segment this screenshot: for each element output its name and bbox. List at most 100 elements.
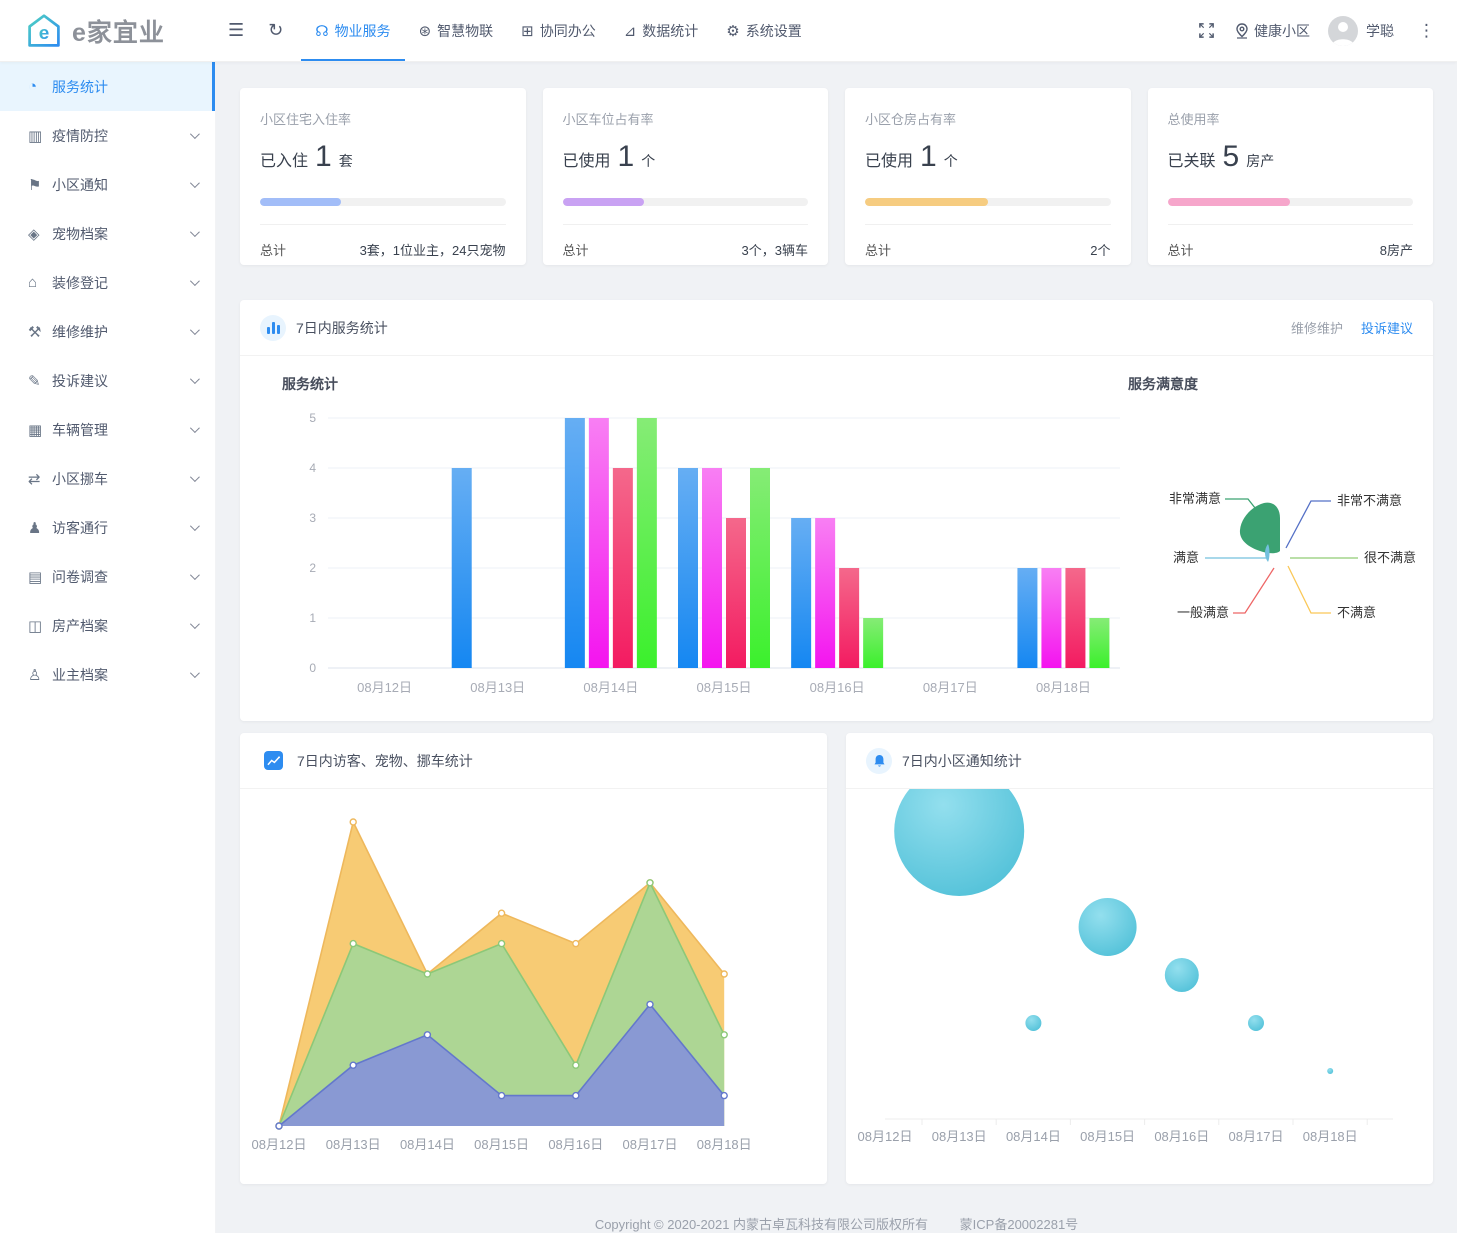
community-name: 健康小区 <box>1254 22 1310 39</box>
card-title: 小区仓房占有率 <box>865 112 957 127</box>
stat-cards-row: 小区住宅入住率 已入住 1 套总计 3套，1位业主，24只宠物 小区车位占有率 已使用 1 个总… <box>240 88 1433 265</box>
service-panel-header: 7日内服务统计 维修维护 投诉建议 <box>240 300 1433 356</box>
svg-text:08月15日: 08月15日 <box>474 1137 529 1152</box>
svg-text:08月17日: 08月17日 <box>923 680 978 695</box>
progress-track <box>1167 198 1413 206</box>
svg-text:08月14日: 08月14日 <box>400 1137 455 1152</box>
card-main: 已入住 1 套 <box>260 140 506 174</box>
sidebar-item-房产档案[interactable]: ◫ 房产档案 <box>0 601 215 650</box>
tab-数据统计[interactable]: ⊿ 数据统计 <box>610 0 713 61</box>
card-divider <box>1167 224 1413 225</box>
stat-card: 总使用率 已关联 5 房产 总计 8房产 <box>1147 88 1433 265</box>
card-value: 1 <box>920 140 937 173</box>
sidebar-item-label: 访客通行 <box>52 519 108 536</box>
tab-label: 协同办公 <box>539 22 596 39</box>
brand-logo[interactable]: e e家宜业 <box>0 0 216 61</box>
svg-text:08月18日: 08月18日 <box>1303 1129 1358 1144</box>
survey-icon: ▤ <box>28 568 43 586</box>
pie-chart-block: 服务满意度 非常满意 满意 一般满意 不满意 很不满意 非常不满意 <box>1128 366 1438 713</box>
card-total-label: 总计 <box>260 243 287 258</box>
username: 学聪 <box>1366 22 1394 39</box>
tab-label: 智慧物联 <box>437 22 494 39</box>
megaphone-icon: ⚑ <box>28 176 42 194</box>
tab-协同办公[interactable]: ⊞ 协同办公 <box>507 0 610 61</box>
card-footer: 总计 3个，3辆车 <box>563 240 809 259</box>
main-content: 小区住宅入住率 已入住 1 套总计 3套，1位业主，24只宠物 小区车位占有率 已使用 1 个总… <box>216 62 1457 1233</box>
svg-text:08月13日: 08月13日 <box>470 680 525 695</box>
user-menu[interactable]: 学聪 <box>1328 15 1394 46</box>
collapse-menu-icon[interactable]: ☰ <box>228 20 245 40</box>
card-main: 已使用 1 个 <box>563 140 809 174</box>
progress-fill <box>260 198 341 206</box>
sidebar-item-label: 小区挪车 <box>52 470 108 487</box>
svg-text:非常不满意: 非常不满意 <box>1337 493 1402 508</box>
sidebar-item-业主档案[interactable]: ♙ 业主档案 <box>0 650 215 699</box>
card-title: 小区车位占有率 <box>562 112 654 127</box>
sidebar-item-问卷调查[interactable]: ▤ 问卷调查 <box>0 552 215 601</box>
sidebar-item-疫情防控[interactable]: ▥ 疫情防控 <box>0 111 215 160</box>
header-right: 健康小区 学聪 ⋮ <box>1196 0 1457 61</box>
sidebar-item-宠物档案[interactable]: ◈ 宠物档案 <box>0 209 215 258</box>
sidebar-item-服务统计[interactable]: ◔ 服务统计 <box>0 62 215 111</box>
card-total-label: 总计 <box>562 243 589 258</box>
chevron-down-icon <box>189 227 200 238</box>
vehicle-icon: ▦ <box>28 421 43 439</box>
stat-card: 小区住宅入住率 已入住 1 套总计 3套，1位业主，24只宠物 <box>240 88 526 265</box>
sidebar-item-投诉建议[interactable]: ✎ 投诉建议 <box>0 356 215 405</box>
svg-text:08月12日: 08月12日 <box>858 1129 913 1144</box>
iot-icon: ⊛ <box>418 22 432 40</box>
svg-text:08月15日: 08月15日 <box>1080 1129 1135 1144</box>
page-footer: Copyright © 2020-2021 内蒙古卓瓦科技有限公司版权所有 蒙I… <box>240 1184 1433 1233</box>
card-divider <box>865 224 1111 225</box>
svg-text:08月14日: 08月14日 <box>1006 1129 1061 1144</box>
svg-text:08月16日: 08月16日 <box>810 680 865 695</box>
visitor-area-chart[interactable]: 08月12日 08月13日 08月14日 08月15日 08月16日 08月17日 08月1… <box>240 789 826 1173</box>
sidebar-item-装修登记[interactable]: ⌂ 装修登记 <box>0 258 215 307</box>
owner-archive-icon: ♙ <box>28 666 42 684</box>
house-renovation-icon: ⌂ <box>28 274 38 291</box>
service-panel-body: 服务统计 0 1 2 3 4 5 08月12日 08月13日 08月14日 08月15日 08月16… <box>240 356 1433 721</box>
tab-系统设置[interactable]: ⚙ 系统设置 <box>712 0 815 61</box>
refresh-icon[interactable]: ↻ <box>268 20 284 40</box>
card-total-label: 总计 <box>1167 243 1194 258</box>
sidebar-item-小区挪车[interactable]: ⇄ 小区挪车 <box>0 454 215 503</box>
more-menu-icon[interactable]: ⋮ <box>1418 20 1435 40</box>
property-archive-icon: ◫ <box>28 617 43 635</box>
chevron-down-icon <box>189 668 200 679</box>
card-main: 已关联 5 房产 <box>1168 140 1414 174</box>
avatar <box>1328 15 1358 46</box>
progress-fill <box>1167 198 1291 206</box>
sidebar-item-维修维护[interactable]: ⚒ 维修维护 <box>0 307 215 356</box>
progress-fill <box>562 198 644 206</box>
card-title: 总使用率 <box>1167 112 1220 127</box>
sidebar-item-车辆管理[interactable]: ▦ 车辆管理 <box>0 405 215 454</box>
top-navigation: ☊ 物业服务 ⊛ 智慧物联 ⊞ 协同办公 ⊿ 数据统计 ⚙ 系统设置 <box>301 0 816 61</box>
card-prefix: 已入住 <box>260 153 309 170</box>
sidebar-item-访客通行[interactable]: ♟ 访客通行 <box>0 503 215 552</box>
svg-text:4: 4 <box>309 461 316 475</box>
sidebar-item-小区通知[interactable]: ⚑ 小区通知 <box>0 160 215 209</box>
service-bar-chart[interactable]: 0 1 2 3 4 5 08月12日 08月13日 08月14日 08月15日 08月16日 08月1… <box>282 396 1128 708</box>
link-repair[interactable]: 维修维护 <box>1290 321 1343 336</box>
headset-icon: ☊ <box>315 22 329 40</box>
community-selector[interactable]: 健康小区 <box>1235 21 1310 41</box>
svg-text:5: 5 <box>309 411 316 425</box>
fullscreen-icon[interactable] <box>1196 22 1217 39</box>
notice-bubble-chart[interactable]: 08月12日 08月13日 08月14日 08月15日 08月16日 08月17日 08月1… <box>846 766 1432 1173</box>
chevron-down-icon <box>189 325 200 336</box>
card-total-label: 总计 <box>865 243 892 258</box>
svg-text:08月14日: 08月14日 <box>583 680 638 695</box>
sidebar-item-label: 业主档案 <box>52 666 108 683</box>
tab-智慧物联[interactable]: ⊛ 智慧物联 <box>405 0 508 61</box>
card-main: 已使用 1 个 <box>865 140 1111 174</box>
data-stats-icon: ⊿ <box>623 22 637 40</box>
notice-panel-header: 7日内小区通知统计 <box>846 733 1433 789</box>
link-complaint[interactable]: 投诉建议 <box>1360 321 1413 336</box>
stat-card: 小区仓房占有率 已使用 1 个总计 2个 <box>845 88 1131 265</box>
chevron-down-icon <box>189 423 200 434</box>
tab-物业服务[interactable]: ☊ 物业服务 <box>301 0 404 61</box>
chevron-down-icon <box>189 276 200 287</box>
top-header: e e家宜业 ☰ ↻ ☊ 物业服务 ⊛ 智慧物联 ⊞ 协同办公 ⊿ 数据统计 ⚙ 系统设置 健康小… <box>0 0 1457 62</box>
